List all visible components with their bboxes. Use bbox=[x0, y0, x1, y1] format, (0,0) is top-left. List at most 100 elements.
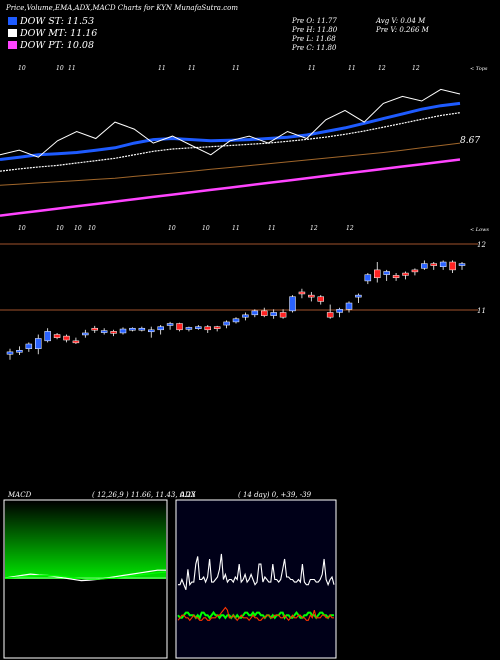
ema-date-top-label: 11 bbox=[158, 65, 166, 72]
candle-body bbox=[298, 291, 306, 295]
candle-body bbox=[25, 343, 33, 349]
candle-body bbox=[213, 326, 221, 329]
ema-lines bbox=[0, 88, 461, 217]
candle-body bbox=[326, 312, 334, 318]
legend-swatch-st bbox=[8, 17, 17, 25]
ohlc-open: Pre O: 11.77 bbox=[292, 17, 337, 25]
candle-body bbox=[242, 314, 249, 318]
candle-body bbox=[204, 326, 211, 331]
ema-date-labels-bottom: 10 10 10 10 10 10 11 11 12 12 bbox=[18, 225, 354, 232]
ema-date-bottom-label: 11 bbox=[268, 225, 276, 232]
ema-date-labels-top: 10 10 11 11 11 11 11 11 12 12 bbox=[18, 65, 420, 72]
ohlc-high: Pre H: 11.80 bbox=[292, 26, 338, 34]
macd-background bbox=[5, 501, 166, 657]
legend-item-mt: DOW MT: 11.16 bbox=[8, 28, 97, 39]
candle-body bbox=[129, 327, 136, 331]
candle-body bbox=[53, 334, 61, 338]
adx-lines bbox=[177, 553, 335, 622]
ema-date-top-label: 11 bbox=[188, 65, 196, 72]
candle-body bbox=[270, 312, 277, 316]
legend-swatch-pt bbox=[8, 41, 17, 49]
candle-body bbox=[6, 351, 14, 355]
ema-value-label: 8.67 bbox=[460, 136, 480, 146]
candle-body bbox=[402, 272, 409, 276]
candle-body bbox=[383, 271, 390, 275]
candle-body bbox=[82, 332, 89, 336]
ema-line-series-3 bbox=[0, 142, 461, 186]
candle-body bbox=[458, 263, 466, 266]
candle-body bbox=[232, 318, 240, 323]
ema-corner-bottom: < Lows bbox=[470, 227, 489, 233]
adx-label: ADX bbox=[180, 491, 196, 499]
chart-title: Price,Volume,EMA,ADX,MACD Charts for KYN… bbox=[6, 4, 238, 12]
macd-negative-zone bbox=[5, 579, 166, 657]
legend-swatch-mt bbox=[8, 29, 17, 37]
ema-date-bottom-label: 11 bbox=[232, 225, 240, 232]
volume-pre: Pre V: 0.266 M bbox=[376, 26, 429, 34]
candle-body bbox=[35, 338, 42, 349]
candle-body bbox=[72, 340, 80, 344]
candle-body bbox=[261, 310, 268, 316]
ema-date-top-label: 10 bbox=[18, 65, 26, 72]
adx-params: ( 14 day) 0, +39, -39 bbox=[238, 491, 312, 499]
candle-body bbox=[223, 321, 230, 326]
candle-body bbox=[411, 269, 419, 273]
ema-date-top-label: 11 bbox=[68, 65, 76, 72]
ema-corner-top: < Tops bbox=[470, 66, 488, 72]
ema-date-bottom-label: 10 bbox=[74, 225, 82, 232]
candle-body bbox=[185, 327, 193, 330]
candle-body bbox=[355, 294, 362, 298]
macd-fade bbox=[5, 501, 166, 579]
ema-line-dow-pt bbox=[0, 158, 461, 217]
ema-date-top-label: 12 bbox=[412, 65, 420, 72]
candle-body bbox=[430, 263, 437, 266]
adx-line-minus-di bbox=[177, 606, 334, 622]
volume-avg: Avg V: 0.04 M bbox=[376, 17, 426, 25]
macd-label: MACD bbox=[8, 491, 32, 499]
candle-body bbox=[100, 330, 108, 333]
ema-date-top-label: 11 bbox=[232, 65, 240, 72]
ema-date-bottom-label: 10 bbox=[56, 225, 64, 232]
legend-label-mt: DOW MT: 11.16 bbox=[20, 28, 98, 39]
candle-body bbox=[308, 294, 315, 298]
candle-body bbox=[289, 296, 296, 312]
candle-body bbox=[110, 331, 117, 334]
candle-body bbox=[63, 335, 70, 341]
candle-body bbox=[195, 326, 202, 329]
price-ylabel-11: 11 bbox=[477, 307, 486, 315]
candle-body bbox=[317, 296, 324, 302]
macd-positive-zone bbox=[5, 501, 166, 579]
candle-body bbox=[336, 309, 343, 313]
candle-body bbox=[176, 323, 183, 331]
ema-date-bottom-label: 10 bbox=[202, 225, 210, 232]
candle-body bbox=[439, 261, 447, 267]
candle-body bbox=[374, 269, 381, 279]
candle-body bbox=[251, 310, 259, 316]
ohlc-close: Pre C: 11.80 bbox=[292, 44, 337, 52]
macd-panel-frame bbox=[3, 499, 168, 659]
legend-label-pt: DOW PT: 10.08 bbox=[20, 40, 94, 51]
candle-body bbox=[392, 275, 400, 279]
macd-lines bbox=[4, 569, 167, 582]
ema-line-series-4 bbox=[0, 88, 461, 158]
adx-panel-frame bbox=[175, 499, 337, 659]
macd-line-macd bbox=[4, 569, 166, 582]
ema-date-top-label: 10 bbox=[56, 65, 64, 72]
ema-date-bottom-label: 12 bbox=[346, 225, 354, 232]
ema-date-top-label: 12 bbox=[378, 65, 386, 72]
macd-line-signal bbox=[4, 571, 167, 580]
macd-params: ( 12,26,9 ) 11.66, 11.43, 0.23 bbox=[92, 491, 196, 499]
candle-body bbox=[364, 274, 372, 282]
candle-body bbox=[279, 312, 287, 318]
main-chart-svg: 10 10 11 11 11 11 11 11 12 12 10 10 10 10 10 10 11 11 12 1… bbox=[0, 65, 489, 360]
candle-body bbox=[138, 327, 146, 331]
candle-body bbox=[16, 350, 23, 353]
adx-line-adx bbox=[178, 553, 335, 591]
candle-body bbox=[166, 323, 174, 326]
ema-date-top-label: 11 bbox=[308, 65, 316, 72]
ohlc-low: Pre L: 11.68 bbox=[292, 35, 336, 43]
ema-line-dow-mt bbox=[0, 112, 461, 172]
ema-date-bottom-label: 10 bbox=[168, 225, 176, 232]
candle-body bbox=[119, 328, 127, 334]
candle-body bbox=[345, 302, 353, 310]
